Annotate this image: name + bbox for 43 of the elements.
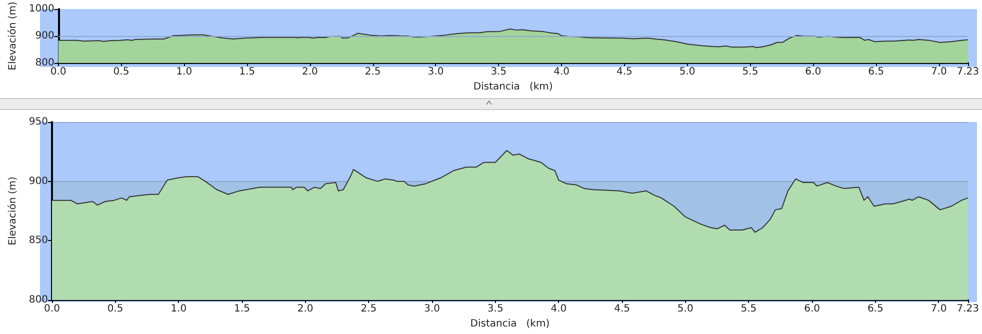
x-tick-label: 7.23 [956, 66, 979, 78]
x-tick-label: 5.5 [740, 304, 757, 314]
x-tick-label: 7.0 [930, 66, 947, 78]
x-tick-label: 6.0 [805, 66, 822, 78]
x-tick-label: 6.0 [804, 304, 820, 314]
y-axis-title: Elevación (m) [8, 2, 18, 70]
x-tick-label: 7.0 [930, 304, 947, 314]
y-tick-label: 800 [35, 58, 54, 68]
x-tick-label: 6.5 [867, 304, 884, 314]
y-tick-label: 800 [28, 294, 48, 306]
x-tick-label: 5.5 [742, 66, 758, 78]
y-tick-label: 1000 [28, 4, 54, 14]
x-axis-title: Distancia (km) [473, 82, 553, 92]
x-tick-label: 3.0 [428, 66, 444, 78]
x-tick-label: 2.5 [360, 304, 377, 314]
x-tick-label: 1.0 [170, 304, 187, 314]
x-tick-label: 1.5 [239, 66, 255, 78]
y-tick-label: 900 [28, 176, 48, 187]
x-tick-label: 3.5 [490, 66, 507, 78]
x-tick-label: 0.0 [50, 66, 66, 78]
x-tick-label: 4.5 [616, 66, 632, 78]
x-tick-label: 5.0 [677, 304, 694, 314]
x-tick-label: 2.0 [297, 304, 314, 314]
x-tick-label: 0.5 [107, 304, 124, 314]
x-tick-label: 1.5 [234, 304, 250, 314]
x-tick-label: 4.5 [614, 304, 630, 314]
x-tick-label: 6.5 [868, 66, 884, 78]
y-axis-title: Elevación (m) [8, 176, 18, 246]
y-tick-label: 900 [35, 30, 54, 42]
x-tick-label: 2.0 [302, 66, 318, 78]
x-tick-label: 2.5 [364, 66, 381, 78]
y-tick-label: 950 [28, 116, 48, 128]
x-tick-label: 3.0 [424, 304, 440, 314]
x-tick-label: 0.0 [44, 304, 60, 314]
x-tick-label: 0.5 [113, 66, 130, 78]
x-tick-label: 3.5 [487, 304, 504, 314]
y-tick-label: 850 [28, 235, 48, 246]
x-tick-label: 4.0 [554, 66, 570, 78]
x-axis-title: Distancia (km) [470, 318, 550, 330]
x-tick-label: 7.23 [956, 304, 979, 314]
x-tick-label: 5.0 [679, 66, 696, 78]
x-tick-label: 4.0 [550, 304, 567, 314]
x-tick-label: 1.0 [176, 66, 192, 78]
